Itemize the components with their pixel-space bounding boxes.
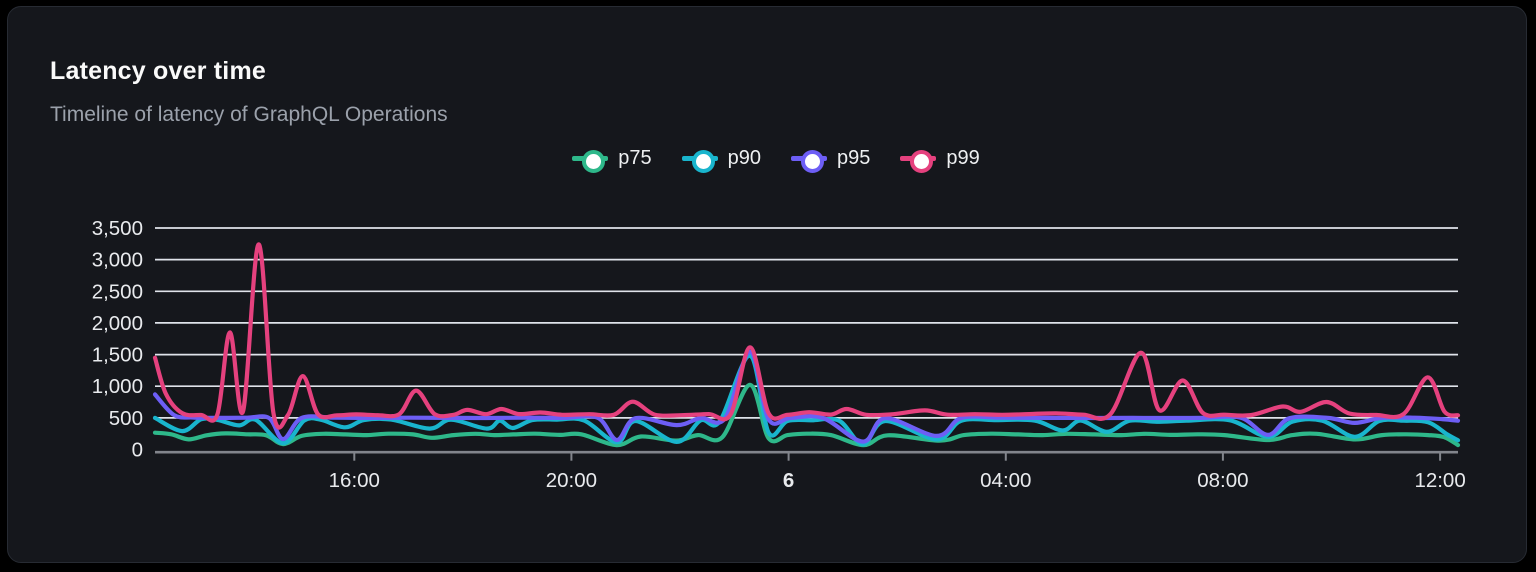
- y-tick-label: 1,000: [92, 375, 143, 398]
- legend-label: p99: [946, 146, 980, 169]
- legend-marker-p75: [572, 146, 609, 173]
- legend-label: p90: [727, 146, 761, 169]
- legend: p75 p90 p95 p99: [8, 146, 1536, 173]
- chart-subtitle: Timeline of latency of GraphQL Operation…: [50, 103, 448, 126]
- legend-label: p75: [618, 146, 652, 169]
- y-tick-label: 3,500: [92, 217, 143, 240]
- legend-item-p99[interactable]: p99: [900, 146, 980, 173]
- latency-card: Latency over time Timeline of latency of…: [7, 6, 1527, 563]
- y-tick-label: 500: [109, 407, 143, 430]
- x-tick-label: 04:00: [980, 469, 1031, 492]
- p99-line: [152, 242, 1461, 430]
- legend-label: p95: [837, 146, 871, 169]
- x-tick-label: 16:00: [329, 469, 380, 492]
- x-tick-label: 08:00: [1197, 469, 1248, 492]
- x-tick-label: 20:00: [546, 469, 597, 492]
- legend-marker-p99: [900, 146, 937, 173]
- y-tick-label: 0: [132, 439, 143, 462]
- p75-line: [152, 382, 1461, 448]
- x-tick-label: 12:00: [1414, 469, 1465, 492]
- legend-item-p95[interactable]: p95: [791, 146, 871, 173]
- page-title: Latency over time: [50, 57, 266, 85]
- legend-item-p90[interactable]: p90: [681, 146, 761, 173]
- y-tick-label: 3,000: [92, 249, 143, 272]
- y-tick-label: 2,000: [92, 312, 143, 335]
- y-tick-label: 2,500: [92, 280, 143, 303]
- legend-marker-p95: [791, 146, 827, 173]
- legend-marker-p90: [681, 146, 718, 173]
- x-tick-label: 6: [783, 469, 794, 492]
- legend-item-p75[interactable]: p75: [572, 146, 652, 173]
- y-tick-label: 1,500: [92, 344, 143, 367]
